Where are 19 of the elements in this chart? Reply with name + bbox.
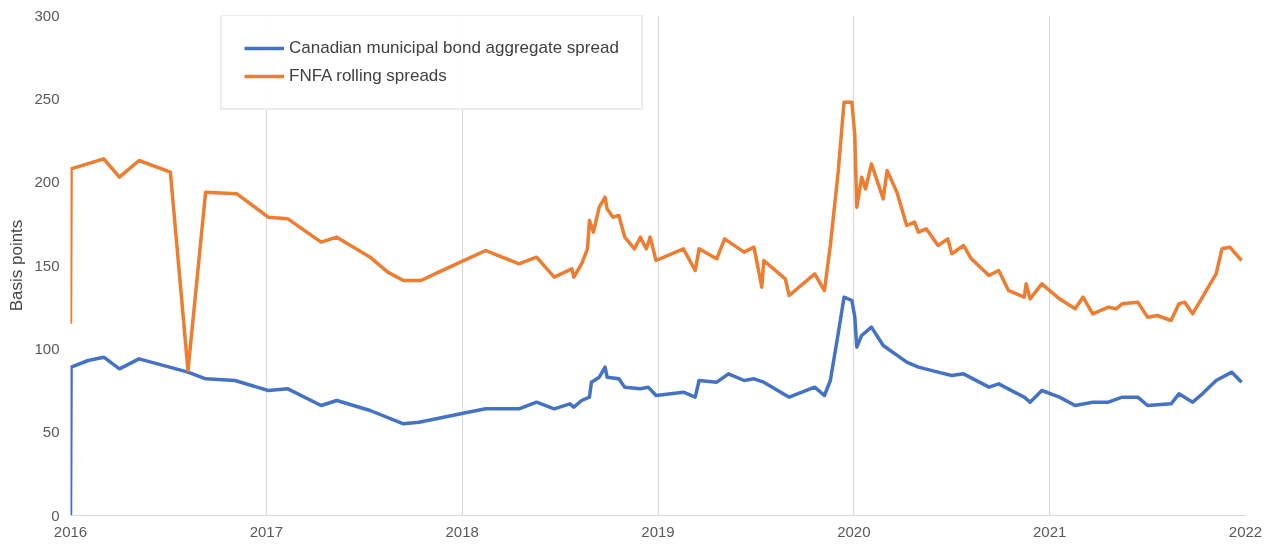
- x-tick-label: 2022: [1228, 522, 1263, 540]
- line-series: [70, 100, 1244, 373]
- x-tick-label: 2018: [445, 522, 479, 540]
- y-tick-label: 0: [51, 506, 60, 524]
- y-tick-label: 200: [34, 173, 60, 191]
- legend-label: Canadian municipal bond aggregate spread: [289, 38, 619, 58]
- x-tick-label: 2019: [641, 522, 675, 540]
- x-tick-label: 2021: [1032, 522, 1067, 540]
- y-tick-label: 150: [34, 256, 60, 274]
- x-tick-label: 2017: [249, 522, 284, 540]
- line-series: [70, 295, 1244, 516]
- y-tick-label: 250: [34, 89, 60, 107]
- y-axis-title: Basis points: [7, 219, 27, 312]
- x-tick-label: 2020: [837, 522, 871, 540]
- y-tick-label: 300: [34, 6, 60, 24]
- x-tick-label: 2016: [53, 522, 88, 540]
- y-tick-label: 50: [42, 423, 60, 441]
- y-tick-label: 100: [34, 339, 60, 357]
- legend-label: FNFA rolling spreads: [289, 66, 447, 86]
